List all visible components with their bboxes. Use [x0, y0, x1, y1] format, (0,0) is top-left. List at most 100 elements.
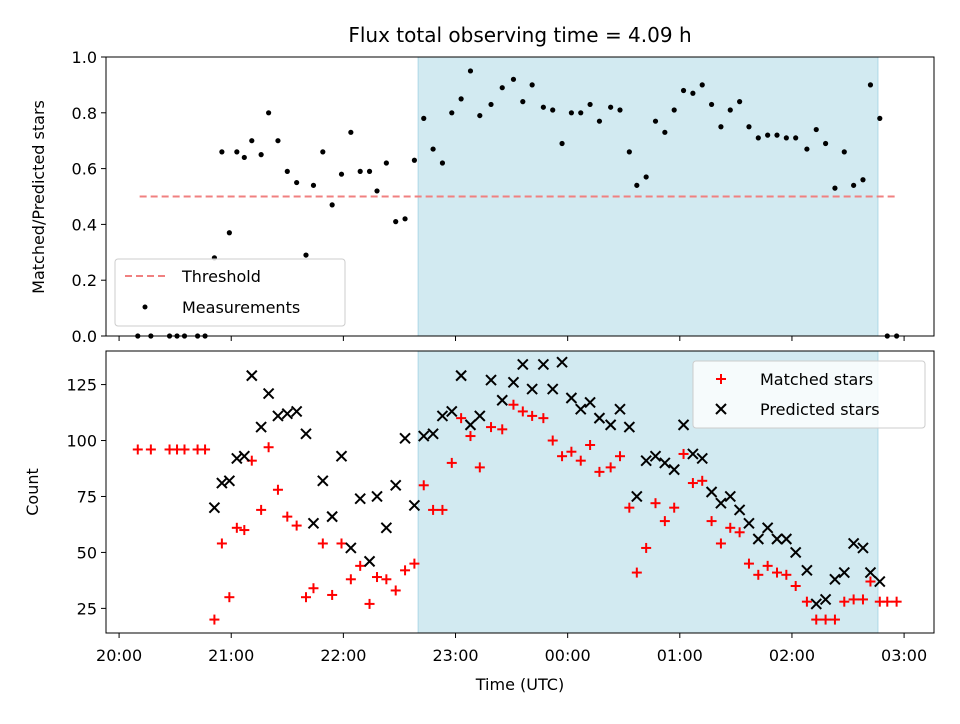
matched-star-point	[641, 542, 652, 553]
predicted-star-point	[238, 450, 251, 462]
predicted-star-point	[246, 369, 258, 382]
matched-star-point	[456, 413, 467, 424]
predicted-star-point	[371, 490, 383, 503]
measurement-point	[617, 107, 623, 113]
matched-star-point	[557, 451, 568, 462]
y-tick-label: 1.0	[72, 48, 97, 67]
predicted-star-point	[427, 428, 439, 440]
predicted-star-point	[474, 410, 486, 422]
bottom-legend-predicted-label: Predicted stars	[760, 400, 880, 419]
measurement-point	[813, 126, 819, 133]
matched-star-point	[272, 484, 283, 495]
matched-star-point	[857, 594, 868, 605]
matched-star-point	[631, 567, 642, 578]
measurement-point	[294, 179, 300, 186]
predicted-star-point	[659, 457, 671, 469]
matched-star-point	[486, 422, 497, 433]
predicted-star-point	[874, 575, 886, 588]
matched-star-point	[428, 504, 439, 515]
measurement-point	[458, 96, 464, 102]
predicted-star-point	[789, 546, 802, 559]
predicted-star-point	[517, 358, 529, 371]
matched-star-point	[200, 444, 211, 455]
predicted-star-point	[864, 566, 877, 579]
measurement-point	[662, 129, 668, 135]
matched-star-point	[216, 538, 227, 549]
predicted-star-point	[780, 533, 793, 545]
bottom-legend-box	[692, 360, 926, 429]
bottom-legend-matched-swatch	[716, 374, 726, 384]
measurement-point	[559, 140, 565, 147]
matched-star-point	[801, 596, 812, 607]
matched-star-point	[715, 538, 726, 549]
matched-star-point	[282, 511, 293, 522]
predicted-star-point	[604, 419, 617, 431]
matched-star-point	[409, 558, 420, 569]
matched-star-point	[575, 455, 586, 466]
predicted-star-point	[281, 407, 294, 420]
matched-star-point	[400, 565, 411, 576]
matched-star-point	[224, 592, 235, 603]
predicted-star-point	[255, 421, 267, 433]
matched-star-point	[355, 560, 366, 571]
measurement-point	[690, 90, 696, 96]
measurement-point	[877, 115, 883, 121]
predicted-star-point	[290, 405, 303, 418]
matched-star-point	[585, 440, 596, 450]
matched-star-point	[437, 504, 448, 515]
predicted-star-point	[640, 454, 652, 467]
predicted-star-point	[687, 448, 699, 460]
y-tick-label: 75	[77, 487, 97, 506]
matched-star-point	[820, 614, 831, 625]
bottom-legend-predicted-swatch	[715, 403, 727, 415]
predicted-star-point	[446, 405, 458, 418]
predicted-star-point	[485, 374, 497, 386]
matched-star-point	[364, 598, 375, 609]
matched-star-point	[517, 406, 528, 417]
matched-star-point	[725, 522, 736, 533]
matched-star-point	[594, 466, 605, 477]
predicted-star-point	[575, 403, 587, 415]
measurement-point	[680, 87, 687, 94]
measurement-point	[793, 135, 799, 141]
top-panel-frame	[105, 56, 935, 337]
predicted-star-point	[847, 537, 860, 550]
predicted-star-point	[733, 504, 746, 516]
matched-star-point	[848, 594, 859, 605]
matched-star-point	[497, 424, 508, 435]
measurement-point	[804, 146, 810, 152]
y-tick-label: 100	[66, 432, 97, 451]
predicted-star-point	[705, 486, 718, 498]
predicted-star-point	[507, 376, 520, 389]
matched-star-point	[865, 576, 876, 587]
predicted-star-point	[715, 497, 727, 509]
measurement-point	[366, 168, 373, 174]
predicted-star-point	[231, 452, 243, 465]
measurement-point	[266, 110, 272, 116]
predicted-star-point	[418, 430, 430, 442]
matched-star-point	[308, 583, 319, 594]
measurement-point	[587, 101, 593, 108]
measurement-point	[540, 104, 546, 110]
predicted-star-point	[408, 499, 421, 512]
predicted-star-point	[857, 542, 869, 554]
predicted-star-point	[399, 432, 411, 444]
measurement-point	[529, 82, 535, 88]
measurement-point	[275, 138, 281, 144]
predicted-star-point	[631, 490, 643, 503]
measurement-point	[449, 110, 455, 116]
x-tick-label: 01:00	[657, 646, 703, 665]
measurement-point	[578, 110, 584, 116]
predicted-star-point	[326, 510, 338, 523]
bottom-panel-frame	[105, 350, 935, 634]
predicted-star-point	[565, 392, 578, 404]
predicted-star-point	[668, 463, 680, 476]
measurement-point	[699, 82, 705, 88]
top-legend-measurements-label: Measurements	[182, 298, 300, 317]
matched-star-point	[263, 442, 274, 453]
measurement-point	[520, 99, 526, 105]
matched-star-point	[706, 516, 717, 527]
predicted-star-point	[771, 533, 783, 545]
matched-star-point	[743, 558, 754, 569]
